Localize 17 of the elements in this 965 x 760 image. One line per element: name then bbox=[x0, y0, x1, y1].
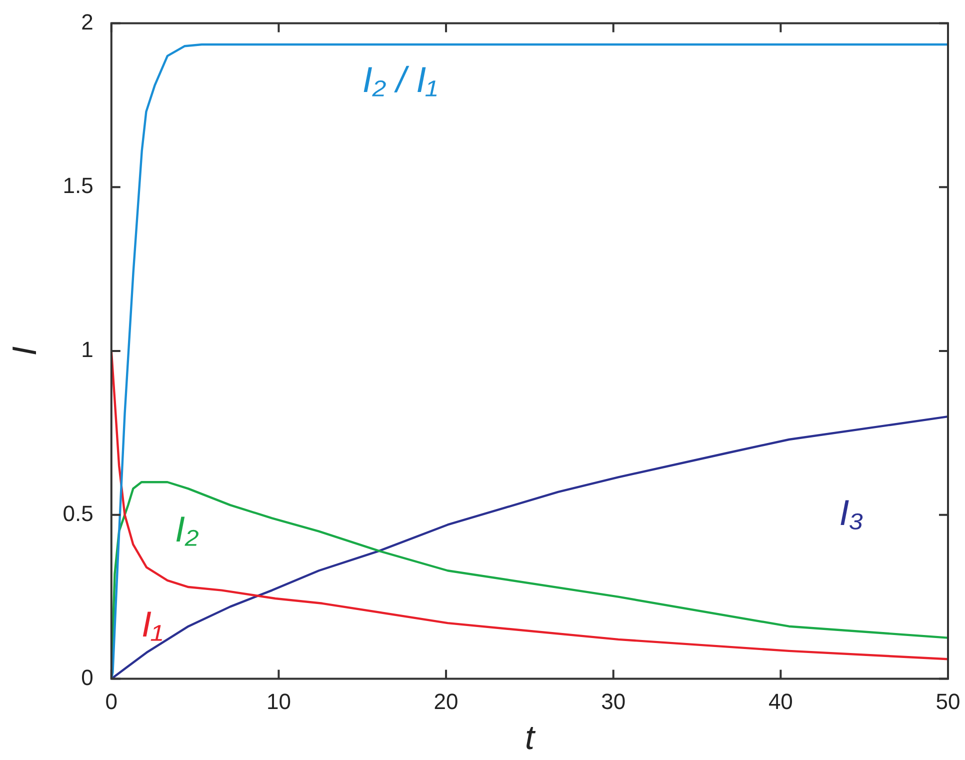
y-axis-title: I bbox=[6, 346, 44, 356]
series-label: I₁ bbox=[142, 603, 163, 644]
x-tick-label: 10 bbox=[266, 689, 291, 714]
x-tick-label: 30 bbox=[601, 689, 626, 714]
y-tick-label: 2 bbox=[81, 9, 94, 34]
series-label: I₃ bbox=[839, 492, 864, 533]
x-tick-label: 50 bbox=[936, 689, 960, 714]
series-label: I₂ bbox=[174, 508, 199, 550]
y-tick-label: 1 bbox=[81, 337, 94, 362]
y-tick-label: 0.5 bbox=[62, 500, 94, 526]
series-label: I₂ / I₁ bbox=[362, 59, 438, 100]
x-tick-label: 20 bbox=[434, 689, 458, 714]
x-axis-title: t bbox=[524, 719, 536, 758]
y-tick-label: 0 bbox=[81, 664, 94, 690]
x-tick-label: 40 bbox=[768, 689, 793, 714]
x-tick-label: 0 bbox=[105, 689, 118, 714]
y-tick-label: 1.5 bbox=[62, 173, 94, 198]
